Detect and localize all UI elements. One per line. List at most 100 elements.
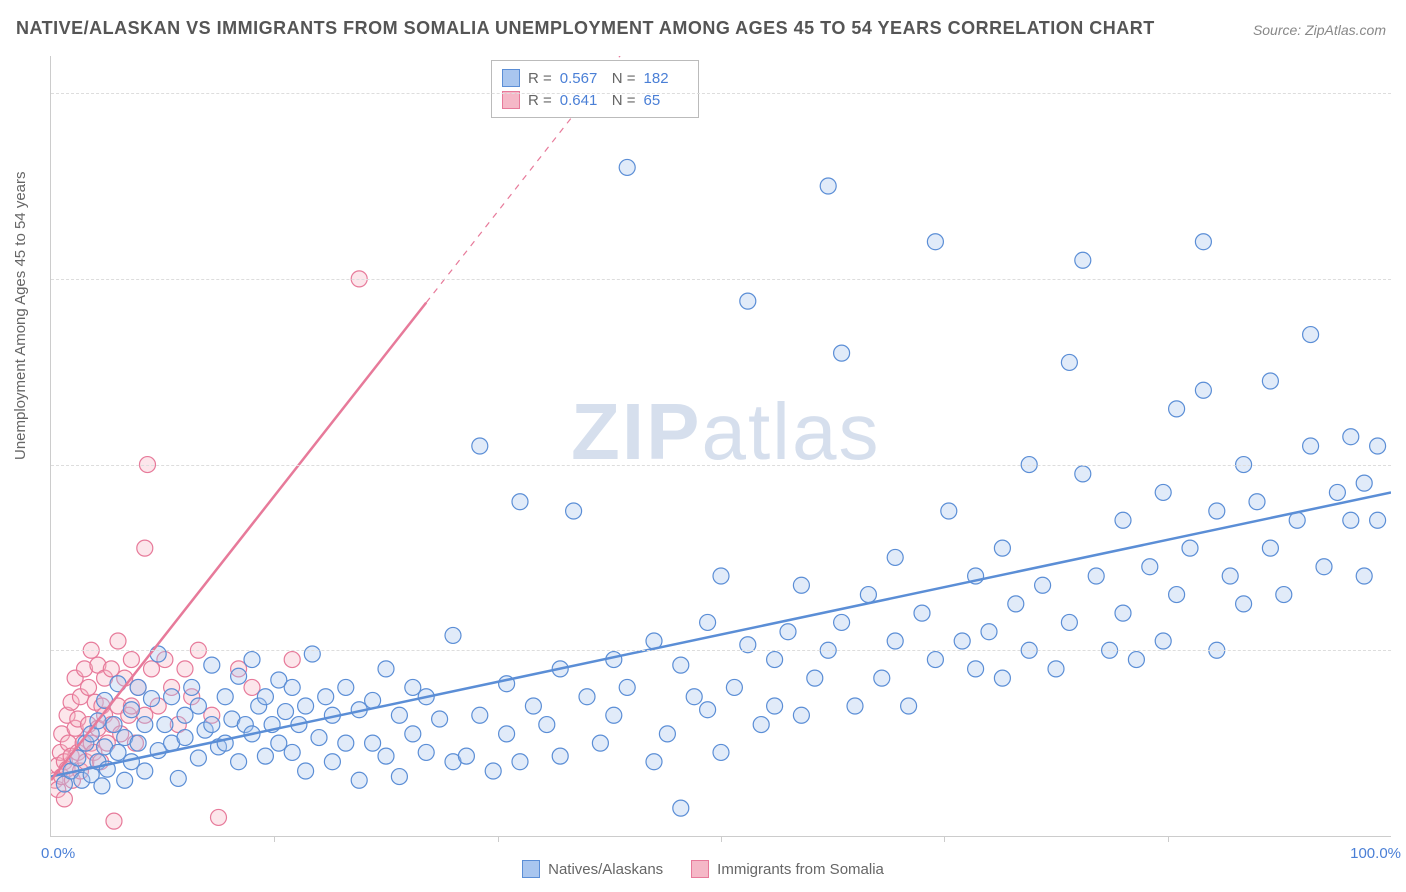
scatter-point [72, 689, 88, 705]
scatter-point [1048, 661, 1064, 677]
gridline-h [51, 93, 1391, 94]
scatter-point [184, 679, 200, 695]
scatter-point [485, 763, 501, 779]
legend-swatch [522, 860, 540, 878]
scatter-point [304, 646, 320, 662]
scatter-point [592, 735, 608, 751]
scatter-point [110, 744, 126, 760]
gridline-h [51, 650, 1391, 651]
scatter-point [257, 689, 273, 705]
scatter-point [887, 633, 903, 649]
x-tick-mark [498, 836, 499, 842]
scatter-point [1169, 401, 1185, 417]
scatter-point [432, 711, 448, 727]
scatter-point [67, 670, 83, 686]
scatter-point [994, 540, 1010, 556]
gridline-h [51, 279, 1391, 280]
x-tick-mark [944, 836, 945, 842]
stats-legend: R =0.567N =182R =0.641N =65 [491, 60, 699, 118]
scatter-point [659, 726, 675, 742]
scatter-point [177, 661, 193, 677]
scatter-point [324, 754, 340, 770]
legend-label: Natives/Alaskans [548, 861, 663, 878]
legend-item: Natives/Alaskans [522, 860, 663, 878]
scatter-point [820, 178, 836, 194]
scatter-point [1115, 512, 1131, 528]
chart-title: NATIVE/ALASKAN VS IMMIGRANTS FROM SOMALI… [16, 18, 1155, 39]
scatter-point [83, 726, 99, 742]
scatter-point [1370, 512, 1386, 528]
scatter-point [767, 652, 783, 668]
scatter-point [54, 726, 70, 742]
scatter-point [298, 698, 314, 714]
scatter-point [1370, 438, 1386, 454]
scatter-point [78, 735, 94, 751]
scatter-point [472, 438, 488, 454]
scatter-point [968, 568, 984, 584]
scatter-point [539, 717, 555, 733]
scatter-point [60, 735, 76, 751]
scatter-point [1115, 605, 1131, 621]
scatter-point [1303, 438, 1319, 454]
scatter-point [63, 748, 79, 764]
scatter-point [97, 670, 113, 686]
scatter-point [713, 744, 729, 760]
scatter-point [106, 813, 122, 829]
scatter-point [780, 624, 796, 640]
scatter-point [244, 726, 260, 742]
scatter-point [137, 763, 153, 779]
scatter-point [117, 670, 133, 686]
scatter-point [753, 717, 769, 733]
scatter-point [90, 754, 106, 770]
r-label: R = [528, 70, 552, 87]
scatter-point [365, 735, 381, 751]
x-tick-mark [1168, 836, 1169, 842]
scatter-point [224, 711, 240, 727]
scatter-point [204, 717, 220, 733]
scatter-point [204, 657, 220, 673]
scatter-point [954, 633, 970, 649]
scatter-point [284, 679, 300, 695]
scatter-point [97, 707, 113, 723]
scatter-point [170, 717, 186, 733]
scatter-point [646, 633, 662, 649]
scatter-point [72, 763, 88, 779]
scatter-point [887, 549, 903, 565]
scatter-point [391, 769, 407, 785]
legend-swatch [691, 860, 709, 878]
scatter-point [1075, 252, 1091, 268]
scatter-point [1343, 512, 1359, 528]
scatter-point [204, 707, 220, 723]
scatter-point [64, 772, 80, 788]
x-tick-mark [274, 836, 275, 842]
y-axis-label: Unemployment Among Ages 45 to 54 years [12, 171, 29, 460]
scatter-point [1128, 652, 1144, 668]
scatter-point [1035, 577, 1051, 593]
y-tick-label: 30.0% [1401, 270, 1406, 287]
scatter-point [365, 692, 381, 708]
scatter-point [97, 739, 113, 755]
legend-label: Immigrants from Somalia [717, 861, 884, 878]
scatter-point [566, 503, 582, 519]
scatter-point [1195, 382, 1211, 398]
scatter-point [499, 726, 515, 742]
scatter-point [211, 809, 227, 825]
y-tick-label: 10.0% [1401, 642, 1406, 659]
scatter-point [113, 726, 129, 742]
scatter-point [123, 754, 139, 770]
scatter-point [619, 679, 635, 695]
scatter-point [237, 717, 253, 733]
scatter-point [914, 605, 930, 621]
scatter-point [740, 293, 756, 309]
scatter-point [123, 698, 139, 714]
scatter-point [1088, 568, 1104, 584]
scatter-point [70, 744, 86, 760]
scatter-point [86, 744, 102, 760]
scatter-point [1262, 373, 1278, 389]
scatter-point [793, 707, 809, 723]
scatter-point [1075, 466, 1091, 482]
scatter-point [264, 717, 280, 733]
scatter-point [271, 735, 287, 751]
scatter-point [619, 159, 635, 175]
scatter-point [81, 679, 97, 695]
